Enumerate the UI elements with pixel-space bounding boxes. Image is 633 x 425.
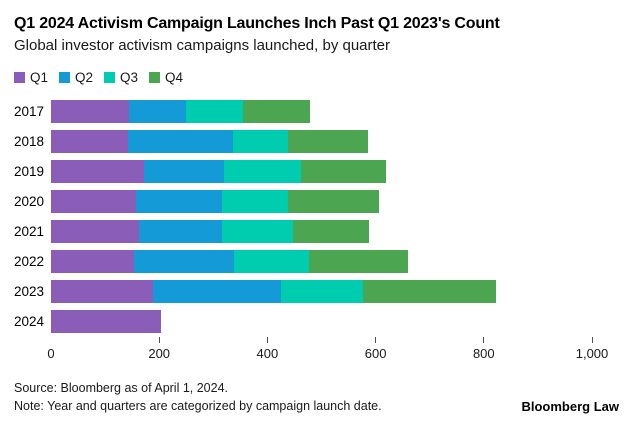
chart-title: Q1 2024 Activism Campaign Launches Inch … (14, 15, 500, 32)
legend-label-q3: Q3 (120, 70, 139, 85)
chart-row-2019: 2019 (14, 156, 619, 186)
bar-segment-q2-2022 (133, 249, 234, 273)
legend-item-q4: Q4 (149, 70, 183, 85)
x-axis-tick-400 (266, 337, 268, 343)
bar-segment-q2-2023 (152, 279, 281, 303)
x-axis-tick-600 (375, 337, 377, 343)
bar-2021 (51, 219, 370, 243)
x-axis-tick-1000 (591, 337, 593, 343)
chart-row-2017: 2017 (14, 96, 619, 126)
chart-row-2024: 2024 (14, 306, 619, 336)
chart-card: Q1 2024 Activism Campaign Launches Inch … (14, 15, 619, 415)
legend-item-q1: Q1 (14, 70, 48, 85)
bar-segment-q3-2023 (280, 279, 364, 303)
legend-label-q4: Q4 (165, 70, 184, 85)
bar-segment-q2-2017 (128, 99, 186, 123)
bar-2024 (51, 309, 161, 333)
bar-segment-q1-2019 (51, 159, 144, 183)
source-note: Source: Bloomberg as of April 1, 2024. (14, 381, 229, 395)
x-axis: 0 200 400 600 800 1,000 (47, 336, 619, 364)
chart-row-2023: 2023 (14, 276, 619, 306)
chart-row-2020: 2020 (14, 186, 619, 216)
x-axis-tick-800 (483, 337, 485, 343)
bar-segment-q1-2017 (51, 99, 129, 123)
year-label-2018: 2018 (14, 133, 45, 149)
bar-segment-q4-2023 (363, 279, 496, 303)
bloomberg-law-logo: Bloomberg Law (521, 398, 619, 414)
x-axis-tick-200 (158, 337, 160, 343)
bar-segment-q2-2018 (127, 129, 233, 153)
legend-swatch-q3 (104, 72, 116, 83)
chart-row-2018: 2018 (14, 126, 619, 156)
bar-segment-q1-2020 (51, 189, 136, 213)
bar-segment-q3-2019 (224, 159, 301, 183)
bar-2017 (51, 99, 310, 123)
year-label-2022: 2022 (14, 253, 45, 269)
legend-label-q1: Q1 (30, 70, 49, 85)
year-label-2023: 2023 (14, 283, 45, 299)
bar-segment-q4-2022 (308, 249, 408, 273)
legend-swatch-q1 (14, 72, 25, 83)
methodology-note: Note: Year and quarters are categorized … (14, 398, 382, 413)
bar-2020 (51, 189, 379, 213)
year-label-2019: 2019 (14, 163, 45, 179)
stacked-bar-chart: 2017 2018 2019 2020 2021 2022 2023 2024 (14, 96, 619, 336)
bar-2023 (51, 279, 496, 303)
bar-segment-q3-2022 (233, 249, 309, 273)
bar-segment-q2-2021 (139, 219, 222, 243)
bar-segment-q1-2018 (51, 129, 128, 153)
bar-segment-q1-2021 (51, 219, 140, 243)
legend-swatch-q2 (59, 72, 71, 83)
bar-segment-q4-2017 (243, 99, 310, 123)
bar-2022 (51, 249, 408, 273)
bar-segment-q4-2021 (293, 219, 370, 243)
bar-segment-q1-2023 (51, 279, 153, 303)
bar-segment-q3-2021 (221, 219, 294, 243)
bar-segment-q4-2018 (287, 129, 368, 153)
x-axis-label-200: 200 (148, 346, 171, 361)
bar-segment-q1-2024 (51, 309, 161, 333)
x-axis-label-600: 600 (364, 346, 387, 361)
legend-label-q2: Q2 (75, 70, 94, 85)
x-axis-label-800: 800 (472, 346, 495, 361)
chart-subtitle: Global investor activism campaigns launc… (14, 37, 391, 54)
legend-item-q2: Q2 (59, 70, 93, 85)
chart-row-2021: 2021 (14, 216, 619, 246)
footer: Source: Bloomberg as of April 1, 2024. N… (14, 380, 619, 415)
legend: Q1 Q2 Q3 Q4 (14, 70, 619, 85)
legend-swatch-q4 (149, 72, 161, 83)
bar-segment-q3-2020 (222, 189, 289, 213)
x-axis-label-400: 400 (256, 346, 279, 361)
bar-segment-q4-2019 (300, 159, 386, 183)
bar-2018 (51, 129, 368, 153)
bar-segment-q1-2022 (51, 249, 134, 273)
bar-2019 (51, 159, 386, 183)
x-axis-label-0: 0 (47, 346, 55, 361)
bar-segment-q2-2019 (143, 159, 225, 183)
chart-row-2022: 2022 (14, 246, 619, 276)
bar-segment-q3-2017 (185, 99, 244, 123)
year-label-2020: 2020 (14, 193, 45, 209)
bar-segment-q4-2020 (288, 189, 379, 213)
year-label-2024: 2024 (14, 313, 45, 329)
bar-segment-q3-2018 (232, 129, 288, 153)
bar-segment-q2-2020 (135, 189, 223, 213)
year-label-2021: 2021 (14, 223, 45, 239)
year-label-2017: 2017 (14, 103, 45, 119)
legend-item-q3: Q3 (104, 70, 138, 85)
x-axis-label-1000: 1,000 (575, 346, 609, 361)
